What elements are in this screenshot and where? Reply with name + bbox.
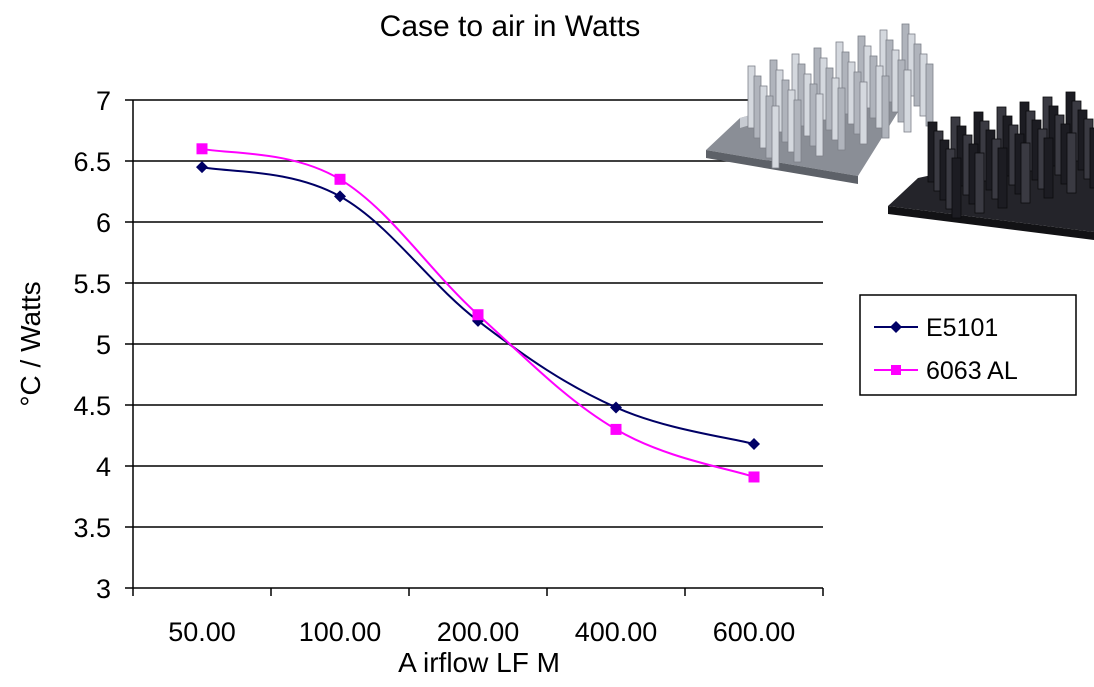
y-tick-label: 3 — [96, 574, 111, 604]
series-line-e5101 — [201, 166, 755, 446]
legend-marker-6063-al — [891, 365, 901, 375]
heatsink-pin — [815, 93, 824, 157]
heatsink-pin — [951, 157, 962, 219]
point-6063-al-0 — [196, 143, 208, 155]
heatsink-pin — [881, 75, 890, 139]
gridlines — [133, 99, 823, 528]
y-tick-label: 3.5 — [73, 513, 111, 543]
heatsink-pin — [1066, 132, 1077, 194]
heatsink-pin — [1043, 137, 1054, 199]
legend-box — [859, 294, 1077, 396]
point-e5101-4 — [748, 438, 760, 451]
x-tick-labels: 50.00 100.00 200.00 400.00 600.00 — [168, 617, 795, 647]
series-lines — [196, 143, 760, 483]
point-6063-al-1 — [334, 173, 346, 185]
y-axis-label: °C / Watts — [15, 281, 46, 406]
point-e5101-3 — [610, 401, 622, 414]
x-tick-label: 50.00 — [168, 617, 236, 647]
x-tick-label: 600.00 — [713, 617, 796, 647]
aluminum-pin-fin-heatsink-icon — [706, 23, 934, 184]
point-e5101-0 — [196, 161, 208, 174]
heatsink-pin — [837, 87, 846, 151]
heatsink-pin — [793, 99, 802, 163]
point-6063-al-3 — [610, 423, 622, 435]
heatsink-pin — [974, 152, 985, 214]
y-tick-label: 4 — [96, 452, 111, 482]
heatsink-pin — [1020, 142, 1031, 204]
y-tick-label: 5.5 — [73, 269, 111, 299]
heatsink-pin — [1089, 127, 1094, 189]
heatsink-pin — [859, 81, 868, 145]
heatsink-pin — [997, 147, 1008, 209]
y-tick-label: 7 — [96, 86, 111, 116]
y-tick-label: 6 — [96, 208, 111, 238]
x-tick-label: 400.00 — [575, 617, 658, 647]
y-tick-label: 5 — [96, 330, 111, 360]
point-e5101-1 — [334, 190, 346, 203]
legend: E5101 6063 AL — [859, 294, 1077, 396]
x-axis-label: A irflow LF M — [398, 647, 560, 678]
y-tick-label: 4.5 — [73, 391, 111, 421]
y-tick-labels: 3 3.5 4 4.5 5 5.5 6 6.5 7 — [73, 86, 111, 604]
heatsink-pin — [771, 105, 780, 169]
x-tick-label: 100.00 — [299, 617, 382, 647]
x-tick-label: 200.00 — [437, 617, 520, 647]
legend-item-e5101: E5101 — [874, 314, 998, 342]
legend-item-6063-al: 6063 AL — [874, 357, 1018, 385]
chart-title: Case to air in Watts — [380, 10, 641, 43]
axes — [125, 99, 824, 596]
heatsink-pin — [925, 63, 934, 127]
legend-label-e5101: E5101 — [926, 314, 998, 342]
point-6063-al-4 — [748, 471, 760, 483]
black-pin-fin-heatsink-icon — [888, 91, 1094, 240]
legend-label-6063-al: 6063 AL — [926, 357, 1018, 385]
heatsink-pin — [903, 69, 912, 133]
point-6063-al-2 — [472, 309, 484, 321]
legend-marker-e5101 — [890, 321, 902, 333]
y-tick-label: 6.5 — [73, 147, 111, 177]
